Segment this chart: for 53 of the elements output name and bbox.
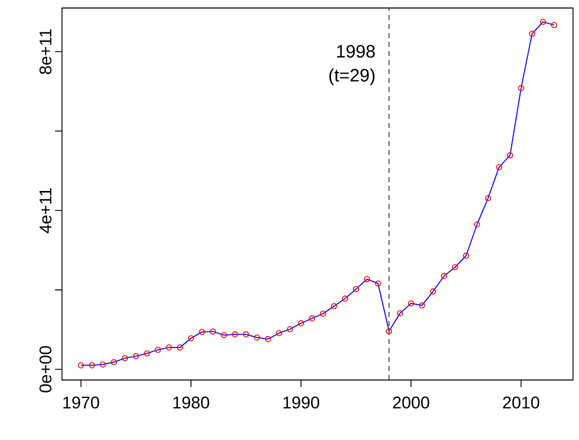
point bbox=[144, 350, 150, 356]
point bbox=[210, 328, 216, 335]
x-tick-label: 1990 bbox=[283, 396, 320, 409]
point bbox=[386, 328, 392, 334]
x-tick-label: 1970 bbox=[63, 396, 100, 409]
point bbox=[330, 303, 338, 310]
point bbox=[507, 152, 514, 158]
point bbox=[276, 330, 282, 336]
point bbox=[430, 288, 436, 295]
point bbox=[496, 164, 502, 170]
point bbox=[320, 310, 326, 317]
point bbox=[551, 22, 558, 28]
point bbox=[441, 272, 448, 280]
x-tick-label: 2000 bbox=[393, 396, 430, 409]
point bbox=[396, 310, 404, 316]
point bbox=[352, 286, 360, 292]
point bbox=[286, 326, 294, 332]
point bbox=[254, 334, 260, 341]
point bbox=[100, 361, 106, 368]
point bbox=[452, 264, 458, 270]
point bbox=[242, 331, 250, 338]
point bbox=[463, 252, 470, 259]
point bbox=[374, 280, 382, 287]
point bbox=[188, 335, 194, 342]
point bbox=[418, 302, 426, 308]
point bbox=[529, 30, 536, 37]
point bbox=[198, 328, 206, 336]
point bbox=[518, 85, 524, 92]
point bbox=[474, 221, 480, 228]
point bbox=[176, 344, 184, 350]
point bbox=[154, 346, 161, 353]
point bbox=[88, 362, 95, 368]
point bbox=[166, 344, 172, 350]
point bbox=[485, 195, 492, 202]
point bbox=[408, 300, 414, 306]
x-tick-label: 1980 bbox=[173, 396, 210, 409]
point bbox=[264, 336, 272, 342]
point bbox=[540, 18, 546, 25]
point bbox=[342, 296, 348, 302]
point bbox=[132, 353, 139, 360]
y-tick-label: 8e+11 bbox=[39, 29, 52, 74]
point bbox=[78, 362, 84, 368]
point bbox=[308, 315, 316, 322]
point bbox=[110, 359, 117, 366]
point bbox=[220, 332, 228, 338]
point bbox=[122, 355, 128, 362]
point bbox=[298, 320, 304, 326]
x-tick-label: 2010 bbox=[503, 396, 540, 409]
point bbox=[232, 331, 238, 338]
ref-line-label: 1998 (t=29) bbox=[329, 44, 375, 86]
y-tick-label: 4e+11 bbox=[40, 188, 52, 234]
y-tick-label: 0e+00 bbox=[39, 346, 52, 392]
point bbox=[364, 276, 370, 282]
